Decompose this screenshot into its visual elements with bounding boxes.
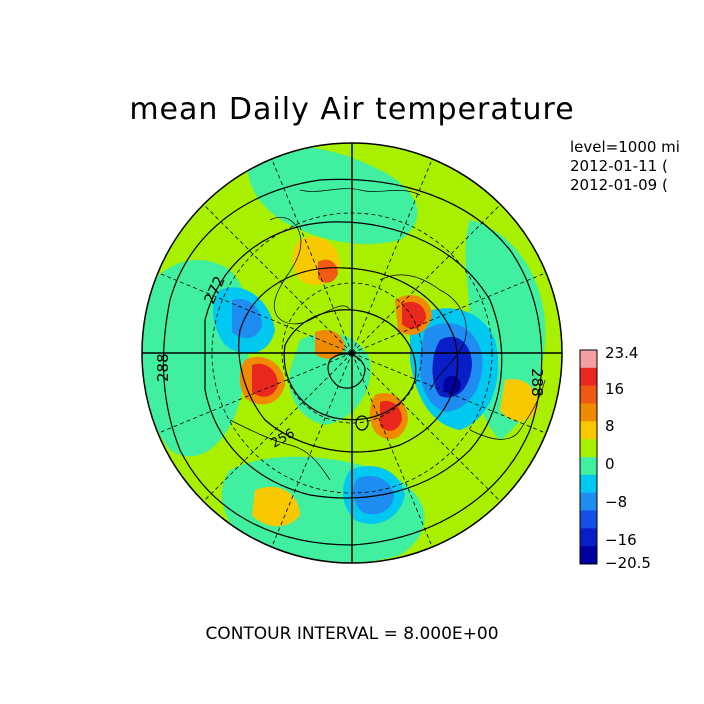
colorbar-label: 8: [605, 417, 615, 435]
colorbar-label: 0: [605, 455, 615, 473]
chart-title: mean Daily Air temperature: [129, 92, 575, 127]
field-cool-region-center: [289, 332, 371, 425]
colorbar-swatch: [580, 385, 597, 404]
colorbar-label: 23.4: [605, 344, 638, 362]
info-panel: level=1000 mi 2012-01-11 ( 2012-01-09 (: [570, 138, 680, 195]
contour-label-288-west: 288: [154, 353, 172, 382]
field-cool-region-north: [247, 146, 418, 245]
colorbar: 23.4 16 8 0 −8 −16 −20.5: [579, 344, 651, 572]
anomaly-field: [142, 143, 562, 563]
field-blue-west: [232, 298, 262, 339]
colorbar-label: 16: [605, 380, 624, 398]
colorbar-swatch: [580, 546, 597, 565]
colorbar-swatch: [580, 492, 597, 511]
colorbar-swatch: [580, 403, 597, 422]
field-red-west: [252, 363, 278, 397]
colorbar-swatch: [580, 510, 597, 529]
colorbar-swatch: [580, 421, 597, 440]
field-orange-center: [315, 329, 345, 359]
field-darkest-core: [443, 376, 461, 394]
field-redorange-northwest: [318, 259, 338, 283]
colorbar-label: −8: [605, 493, 627, 511]
colorbar-swatch: [580, 457, 597, 476]
info-level: level=1000 mi: [570, 138, 680, 156]
field-red-south: [380, 400, 402, 431]
contour-label-288-east: 288: [528, 368, 546, 397]
temperature-contours: [162, 178, 543, 546]
info-date-2: 2012-01-09 (: [570, 176, 668, 194]
colorbar-swatch: [580, 474, 597, 493]
colorbar-frame: [579, 349, 598, 565]
field-deep-blue-east: [432, 336, 472, 398]
field-red-north: [402, 301, 426, 329]
field-warm-southwest: [252, 486, 300, 527]
coastlines: [229, 188, 546, 481]
colorbar-swatch: [580, 528, 597, 547]
contour-interval: CONTOUR INTERVAL = 8.000E+00: [205, 624, 499, 644]
colorbar-swatch: [580, 367, 597, 386]
colorbar-swatch: [580, 350, 597, 369]
field-blue-south: [353, 476, 394, 515]
info-date-1: 2012-01-11 (: [570, 157, 668, 175]
colorbar-label: −20.5: [605, 554, 651, 572]
field-warm-east: [500, 379, 539, 422]
colorbar-swatch: [580, 439, 597, 458]
colorbar-label: −16: [605, 531, 637, 549]
